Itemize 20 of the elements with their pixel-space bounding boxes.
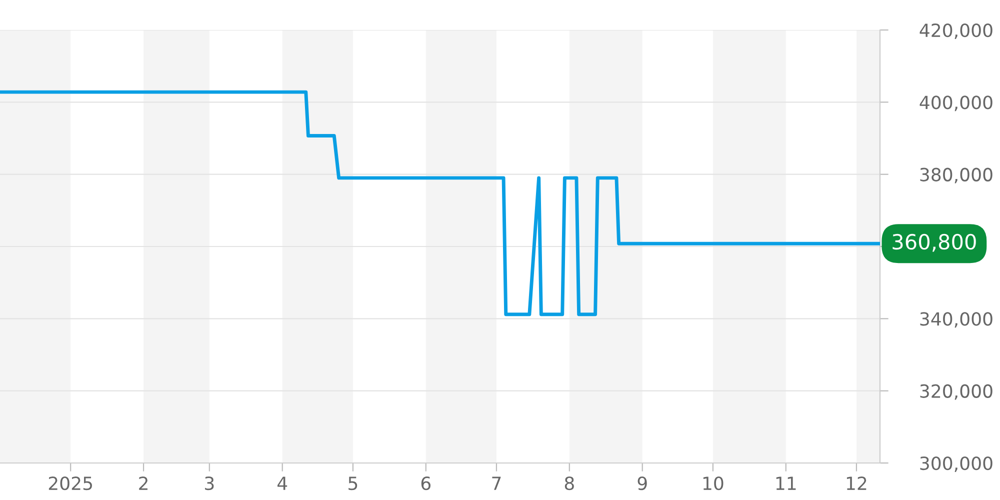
x-tick-label: 4 (277, 476, 288, 490)
line-series (0, 90, 880, 316)
x-tick-label: 5 (348, 476, 358, 490)
y-tick-label: 320,000 (920, 384, 992, 400)
y-tick-label: 340,000 (920, 312, 992, 328)
x-tick-label: 11 (776, 476, 796, 490)
y-tick-label: 380,000 (920, 168, 992, 184)
y-tick-label: 420,000 (920, 23, 992, 39)
y-tick-label: 400,000 (920, 96, 992, 112)
x-tick-label: 7 (492, 476, 501, 490)
x-tick-label: 10 (703, 476, 724, 490)
y-tick-label: 300,000 (920, 456, 992, 472)
x-tick-label: 2025 (48, 476, 92, 490)
x-tick-label: 9 (638, 476, 647, 490)
x-tick-label: 2 (139, 476, 148, 490)
x-tick-label: 8 (564, 476, 574, 490)
annotation: 360,800 (892, 234, 976, 252)
x-tick-label: 6 (421, 476, 430, 490)
x-tick-label: 12 (846, 476, 866, 490)
x-tick-label: 3 (205, 476, 214, 490)
